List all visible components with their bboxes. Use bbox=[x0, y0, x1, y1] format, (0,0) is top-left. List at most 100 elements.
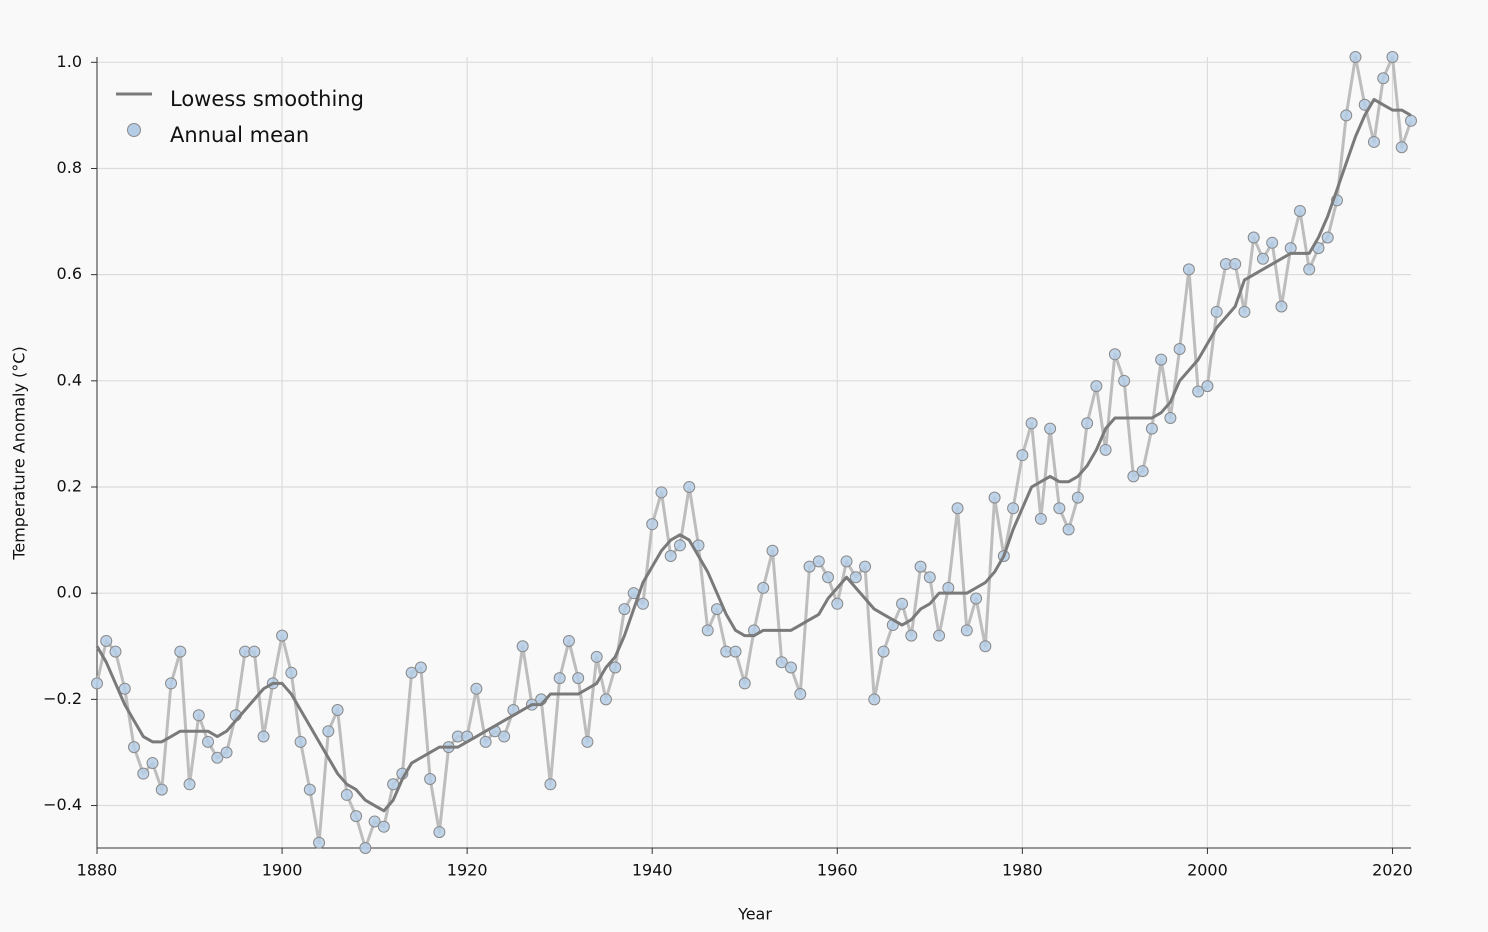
data-point bbox=[951, 502, 964, 515]
data-point bbox=[785, 661, 798, 674]
data-point bbox=[1303, 263, 1316, 276]
data-point bbox=[859, 560, 872, 573]
data-point bbox=[359, 842, 372, 854]
data-point bbox=[1229, 258, 1242, 271]
data-point bbox=[979, 640, 992, 653]
data-point bbox=[1071, 491, 1084, 504]
legend-label: Lowess smoothing bbox=[170, 87, 364, 111]
data-point bbox=[1367, 135, 1380, 148]
y-tick-label: 1.0 bbox=[57, 52, 82, 71]
data-point bbox=[849, 571, 862, 584]
data-point bbox=[303, 783, 316, 796]
data-point bbox=[192, 709, 205, 722]
data-point bbox=[581, 735, 594, 748]
y-tick-label: −0.4 bbox=[43, 795, 82, 814]
data-point bbox=[1025, 417, 1038, 430]
annual-line bbox=[95, 55, 1413, 850]
data-point bbox=[599, 693, 612, 706]
data-point bbox=[1293, 204, 1306, 217]
data-point bbox=[498, 730, 511, 743]
data-point bbox=[470, 682, 483, 695]
data-point bbox=[202, 735, 215, 748]
data-point bbox=[1062, 523, 1075, 536]
data-point bbox=[914, 560, 927, 573]
x-tick-label: 1960 bbox=[817, 861, 858, 880]
data-point bbox=[562, 634, 575, 647]
data-point bbox=[757, 581, 770, 594]
data-point bbox=[433, 826, 446, 839]
data-point bbox=[1386, 51, 1399, 63]
x-tick-label: 2000 bbox=[1187, 861, 1228, 880]
data-point bbox=[618, 603, 631, 616]
data-point bbox=[1118, 374, 1131, 387]
data-point bbox=[923, 571, 936, 584]
data-point bbox=[803, 560, 816, 573]
x-axis-title: Year bbox=[737, 905, 772, 924]
x-tick-label: 1880 bbox=[77, 861, 118, 880]
data-point bbox=[609, 661, 622, 674]
data-point bbox=[812, 555, 825, 568]
legend-label: Annual mean bbox=[170, 123, 309, 147]
y-tick-label: −0.2 bbox=[43, 689, 82, 708]
data-point bbox=[424, 772, 437, 785]
data-point bbox=[822, 571, 835, 584]
data-point bbox=[655, 486, 668, 499]
data-point bbox=[211, 751, 224, 764]
data-point bbox=[1164, 411, 1177, 424]
data-point bbox=[1034, 512, 1047, 525]
data-point bbox=[414, 661, 427, 674]
data-point bbox=[377, 820, 390, 833]
data-point bbox=[775, 656, 788, 669]
y-axis-title: Temperature Anomaly (°C) bbox=[10, 346, 29, 560]
data-point bbox=[294, 735, 307, 748]
x-tick-label: 1920 bbox=[447, 861, 488, 880]
data-point bbox=[1210, 305, 1223, 318]
x-tick-label: 1900 bbox=[262, 861, 303, 880]
data-point bbox=[646, 518, 659, 531]
data-point bbox=[1090, 380, 1103, 393]
data-point bbox=[933, 629, 946, 642]
data-point bbox=[276, 629, 289, 642]
data-point bbox=[1127, 470, 1140, 483]
data-point bbox=[313, 836, 326, 849]
data-point bbox=[683, 481, 696, 494]
data-point bbox=[868, 693, 881, 706]
data-point bbox=[877, 645, 890, 658]
data-point bbox=[1238, 305, 1251, 318]
x-tick-label: 2020 bbox=[1372, 861, 1413, 880]
data-point bbox=[905, 629, 918, 642]
data-point bbox=[1145, 422, 1158, 435]
data-point bbox=[590, 650, 603, 663]
data-point bbox=[960, 624, 973, 637]
data-point bbox=[553, 672, 566, 685]
x-tick-label: 1940 bbox=[632, 861, 673, 880]
data-point bbox=[220, 746, 233, 759]
data-point bbox=[137, 767, 150, 780]
data-point bbox=[1321, 231, 1334, 244]
data-point bbox=[831, 597, 844, 610]
data-point bbox=[1192, 385, 1205, 398]
data-point bbox=[405, 666, 418, 679]
data-point bbox=[1247, 231, 1260, 244]
y-tick-label: 0.2 bbox=[57, 477, 82, 496]
data-point bbox=[1136, 465, 1149, 478]
y-tick-label: 0.8 bbox=[57, 158, 82, 177]
data-point bbox=[257, 730, 270, 743]
data-point bbox=[572, 672, 585, 685]
data-point bbox=[165, 677, 178, 690]
data-point bbox=[1395, 141, 1408, 154]
data-point bbox=[350, 810, 363, 823]
data-point bbox=[100, 634, 113, 647]
data-point bbox=[368, 815, 381, 828]
data-point bbox=[479, 735, 492, 748]
data-point bbox=[91, 677, 103, 690]
data-point bbox=[1053, 502, 1066, 515]
data-point bbox=[1201, 380, 1214, 393]
y-tick-label: 0.4 bbox=[57, 370, 82, 389]
data-point bbox=[285, 666, 298, 679]
data-point bbox=[331, 703, 344, 716]
data-point bbox=[544, 778, 557, 791]
data-point bbox=[1108, 348, 1121, 361]
data-point bbox=[1081, 417, 1094, 430]
data-point bbox=[1099, 443, 1112, 456]
